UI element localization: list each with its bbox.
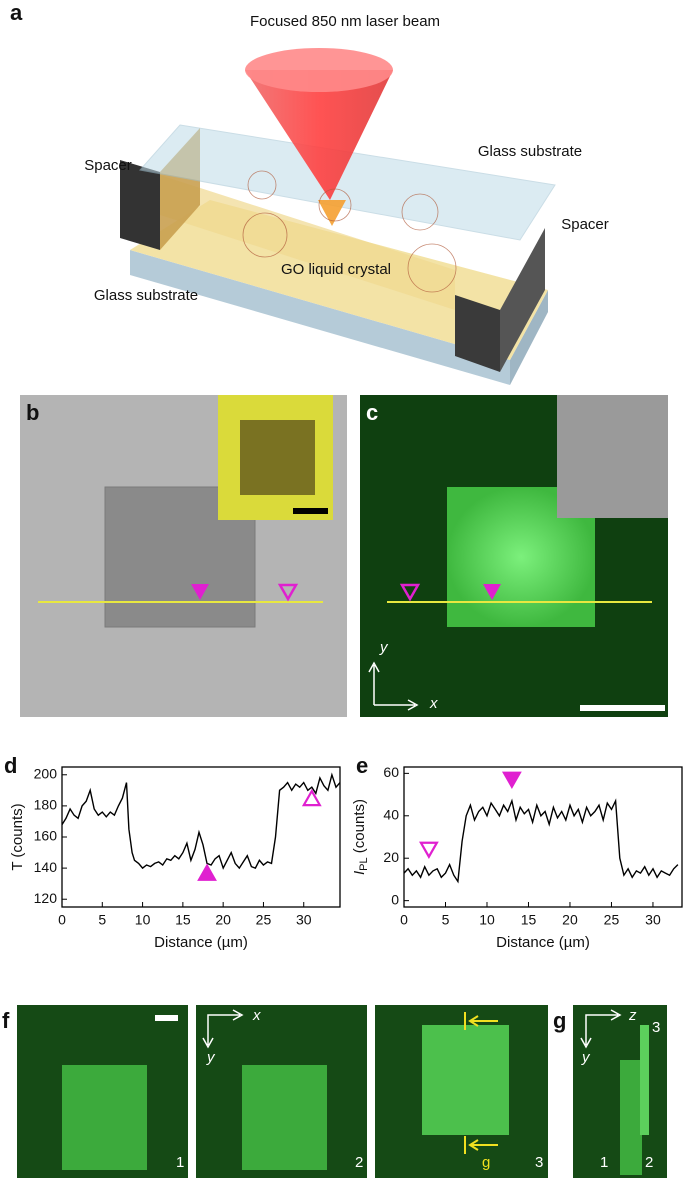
x-tick-label: 20	[215, 912, 231, 928]
diagram-title: Focused 850 nm laser beam	[250, 13, 440, 30]
y-tick-label: 180	[34, 797, 58, 813]
axis-label: y	[581, 1049, 591, 1066]
marker	[501, 771, 522, 789]
x-tick-label: 10	[479, 912, 495, 928]
frame-number: 1	[176, 1154, 184, 1171]
marker	[197, 863, 217, 881]
marker	[301, 788, 322, 807]
x-tick-label: 5	[98, 912, 106, 928]
x-tick-label: 0	[58, 912, 66, 928]
x-tick-label: 10	[135, 912, 151, 928]
cut-label: g	[482, 1154, 490, 1171]
frame-number: 1	[600, 1154, 608, 1171]
y-tick-label: 140	[34, 859, 58, 875]
images-f-g	[17, 1005, 667, 1178]
x-tick-label: 25	[604, 912, 620, 928]
axis-label: y	[379, 639, 389, 656]
panel-label: g	[553, 1008, 566, 1033]
y-axis-label-unit: (counts)	[351, 799, 368, 857]
image-b: b	[20, 395, 347, 717]
x-tick-label: 30	[645, 912, 661, 928]
x-tick-label: 30	[296, 912, 312, 928]
data-line	[403, 798, 679, 884]
axis-label: x	[429, 695, 438, 712]
y-tick-label: 200	[34, 765, 58, 781]
x-tick-label: 20	[562, 912, 578, 928]
marker	[419, 841, 439, 859]
y-tick-label: 120	[34, 890, 58, 906]
axis-label: z	[628, 1007, 637, 1024]
y-axis-label-sub: PL	[358, 857, 370, 870]
panel-label: f	[2, 1008, 10, 1033]
y-tick-label: 0	[391, 891, 399, 907]
label: GO liquid crystal	[281, 261, 391, 278]
panel-label: e	[356, 753, 368, 778]
y-axis-label-main: I	[351, 871, 368, 875]
axis-label: y	[206, 1049, 216, 1066]
x-tick-label: 5	[442, 912, 450, 928]
y-axis-label: T (counts)	[9, 803, 26, 870]
x-tick-label: 15	[521, 912, 537, 928]
frame-number: 2	[645, 1154, 653, 1171]
x-tick-label: 0	[400, 912, 408, 928]
y-tick-label: 60	[383, 764, 399, 780]
panel-label: d	[4, 753, 17, 778]
y-tick-label: 160	[34, 828, 58, 844]
frame-number: 3	[535, 1154, 543, 1171]
x-axis-label: Distance (µm)	[496, 934, 590, 951]
y-tick-label: 40	[383, 806, 399, 822]
label: Spacer	[561, 216, 609, 233]
panel-label: c	[366, 400, 378, 425]
axis-label: x	[252, 1007, 261, 1024]
label: Glass substrate	[478, 143, 582, 160]
image-c: y x c	[360, 395, 668, 717]
panel-label: a	[10, 0, 23, 25]
x-tick-label: 15	[175, 912, 191, 928]
frame-number: 3	[652, 1019, 660, 1036]
diagram-a: Focused 850 nm laser beam Spacer Glass s…	[10, 0, 609, 385]
x-axis-label: Distance (µm)	[154, 934, 248, 951]
y-tick-label: 20	[383, 849, 399, 865]
x-tick-label: 25	[256, 912, 272, 928]
label: Glass substrate	[94, 287, 198, 304]
plot-frame	[403, 766, 683, 908]
data-line	[61, 772, 341, 870]
panel-label: b	[26, 400, 39, 425]
frame-number: 2	[355, 1154, 363, 1171]
y-axis-label: IPL (counts)	[351, 799, 370, 875]
label: Spacer	[84, 157, 132, 174]
